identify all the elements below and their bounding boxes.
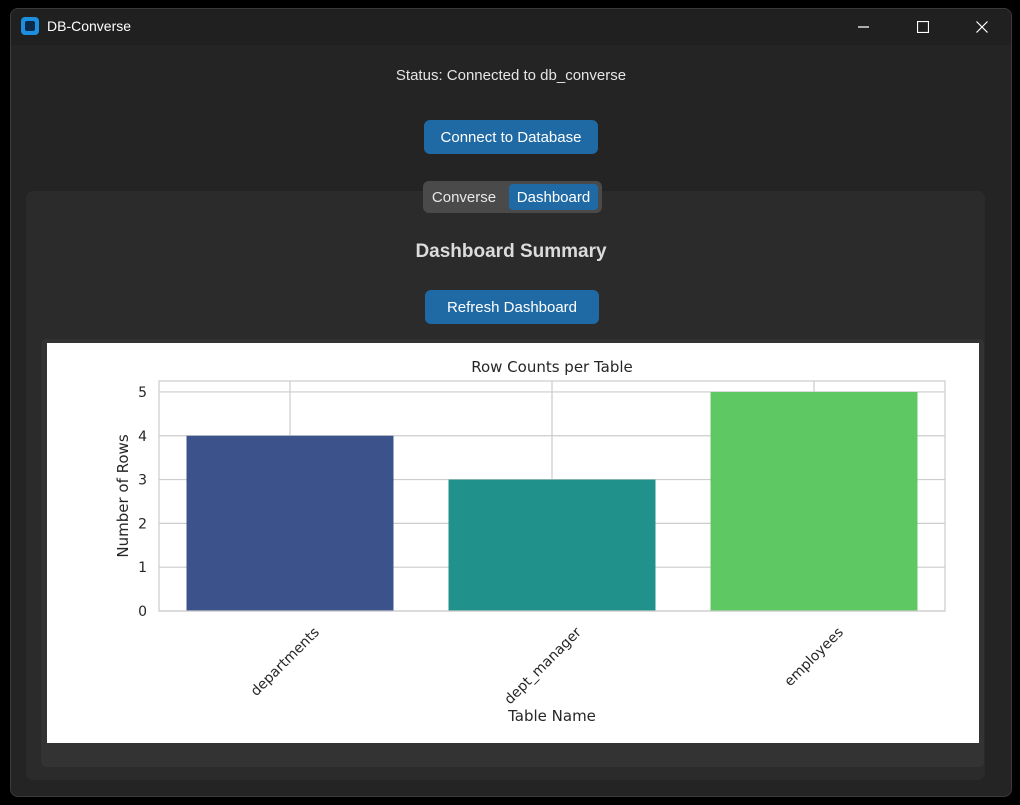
- connection-status: Status: Connected to db_converse: [395, 67, 627, 84]
- plot-area-border: [158, 380, 946, 612]
- app-icon: [21, 17, 39, 35]
- x-tick-label: dept_manager: [502, 624, 585, 707]
- refresh-dashboard-button[interactable]: Refresh Dashboard: [425, 290, 599, 324]
- bar-departments: [186, 435, 394, 611]
- title-bar[interactable]: DB-Converse: [11, 9, 1011, 45]
- y-tick-label: 4: [138, 429, 147, 445]
- chart-bars: [186, 391, 918, 611]
- y-tick-label: 2: [138, 516, 147, 532]
- maximize-button[interactable]: [900, 9, 946, 45]
- y-tick-label: 0: [138, 604, 147, 620]
- x-tick-label: departments: [248, 625, 323, 700]
- minimize-icon: [858, 26, 869, 28]
- tab-converse[interactable]: Converse: [431, 188, 497, 206]
- close-icon: [976, 21, 988, 33]
- y-tick-label: 3: [138, 473, 147, 489]
- connect-database-button[interactable]: Connect to Database: [424, 120, 598, 154]
- tab-selector: Converse Dashboard: [423, 181, 602, 213]
- app-window: DB-Converse Status: Connected to db_conv…: [10, 8, 1012, 797]
- maximize-icon: [917, 21, 929, 33]
- y-axis-label: Number of Rows: [114, 434, 132, 557]
- bar-employees: [710, 391, 918, 611]
- y-tick-label: 1: [138, 560, 147, 576]
- y-tick-labels: 0 1 2 3 4 5: [138, 385, 147, 620]
- tab-dashboard[interactable]: Dashboard: [509, 184, 598, 210]
- chart-title: Row Counts per Table: [471, 358, 633, 376]
- window-title: DB-Converse: [47, 18, 132, 34]
- x-axis-label: Table Name: [507, 707, 596, 725]
- close-button[interactable]: [959, 9, 1005, 45]
- dashboard-title: Dashboard Summary: [415, 241, 607, 262]
- bar-dept_manager: [448, 479, 656, 611]
- x-tick-labels: departments dept_manager employees: [248, 624, 847, 707]
- y-tick-label: 5: [138, 385, 147, 401]
- minimize-button[interactable]: [841, 9, 887, 45]
- x-tick-label: employees: [781, 625, 846, 690]
